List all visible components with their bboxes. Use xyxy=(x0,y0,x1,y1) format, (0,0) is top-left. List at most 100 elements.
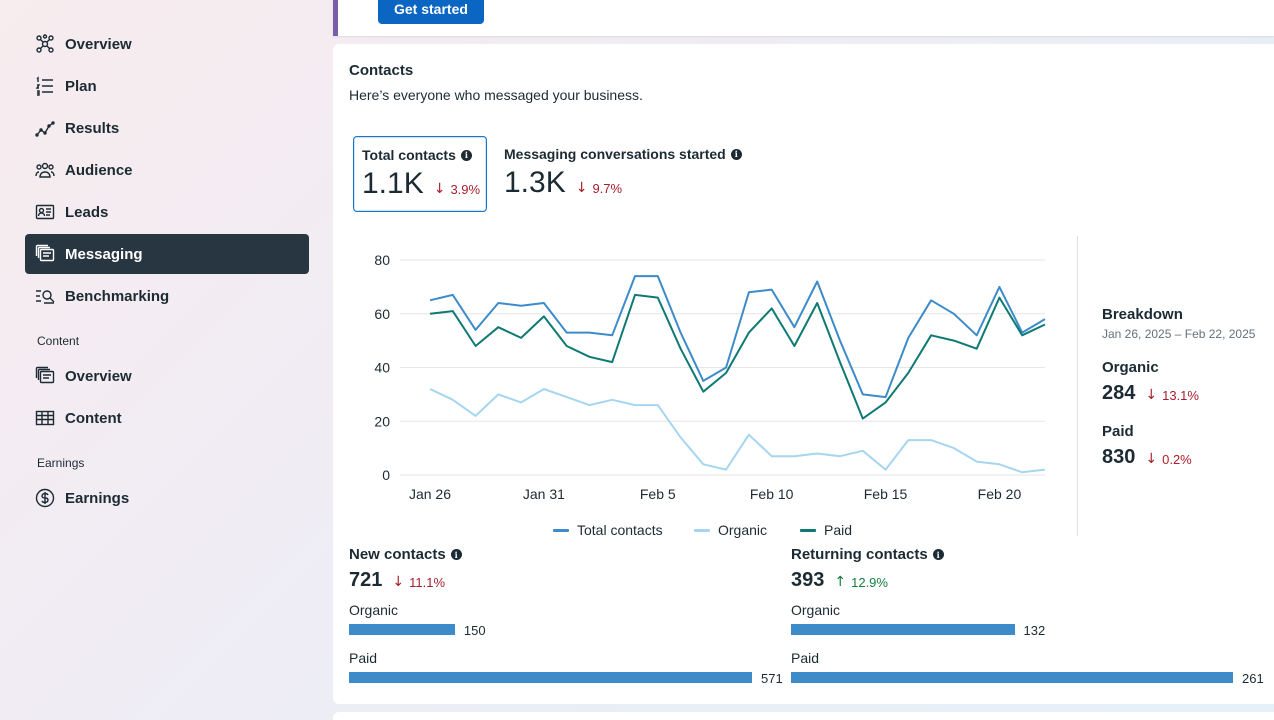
metric-row: 1.1K ↓ 3.9% xyxy=(362,167,480,201)
bar-value: 571 xyxy=(761,671,783,686)
metric-value: 1.3K xyxy=(504,166,566,199)
delta-value: 0.2% xyxy=(1162,451,1192,467)
sub-metric-row: 393 ↑ 12.9% xyxy=(791,569,944,592)
dollar-icon xyxy=(34,487,56,509)
sidebar: Overview Plan Results Audience Leads Mes… xyxy=(0,0,333,720)
bar-new-organic xyxy=(349,624,455,635)
line-chart: 0 20 40 60 80 Jan 26 Jan 31 Feb 5 Feb 10 Feb 15 Fe… xyxy=(374,252,1046,538)
stacked-cards-icon xyxy=(34,365,56,387)
delta-badge: ↓ 13.1% xyxy=(1145,387,1199,403)
returning-contacts: Returning contacts i 393 ↑ 12.9% xyxy=(791,546,944,592)
legend-label: Paid xyxy=(824,522,852,538)
arrow-down-icon: ↓ xyxy=(575,180,588,196)
sidebar-item-label: Messaging xyxy=(65,245,143,263)
section-label-earnings: Earnings xyxy=(37,456,85,470)
metric-conversations-started[interactable]: Messaging conversations started i 1.3K ↓… xyxy=(496,136,766,212)
arrow-down-icon: ↓ xyxy=(433,181,446,197)
y-tick-label: 20 xyxy=(374,413,390,429)
sub-metric-title: Returning contacts xyxy=(791,546,928,563)
people-icon xyxy=(34,159,56,181)
bar-value: 132 xyxy=(1023,623,1046,638)
y-tick-label: 40 xyxy=(374,360,390,376)
arrow-down-icon: ↓ xyxy=(392,574,405,590)
metric-label-wrap: Messaging conversations started i xyxy=(504,146,758,162)
y-tick-label: 60 xyxy=(374,306,390,322)
arrow-down-icon: ↓ xyxy=(1145,387,1158,403)
metric-label: Total contacts xyxy=(362,147,456,163)
network-icon xyxy=(34,33,56,55)
delta-badge: ↓ 9.7% xyxy=(576,180,622,196)
sidebar-item-label: Plan xyxy=(65,77,97,95)
get-started-button[interactable]: Get started xyxy=(378,0,484,24)
metric-row: 1.3K ↓ 9.7% xyxy=(504,166,758,200)
sidebar-item-label: Benchmarking xyxy=(65,287,170,305)
sidebar-item-messaging[interactable]: Messaging xyxy=(25,234,309,274)
delta-value: 9.7% xyxy=(592,180,623,196)
x-tick-label: Feb 15 xyxy=(864,486,908,502)
sidebar-item-label: Audience xyxy=(65,161,133,179)
breakdown-row: 284 ↓ 13.1% xyxy=(1102,382,1272,405)
info-icon[interactable]: i xyxy=(450,549,462,560)
card-title: Contacts xyxy=(349,62,414,79)
sidebar-item-label: Overview xyxy=(65,367,132,385)
legend-swatch xyxy=(553,529,569,532)
search-list-icon xyxy=(34,285,56,307)
sub-metric-value: 393 xyxy=(791,569,825,591)
sidebar-item-plan[interactable]: Plan xyxy=(25,66,309,106)
x-tick-label: Jan 31 xyxy=(523,486,565,502)
info-icon[interactable]: i xyxy=(730,148,742,160)
info-icon[interactable]: i xyxy=(460,149,472,161)
sidebar-item-content-overview[interactable]: Overview xyxy=(25,356,309,396)
bar-value: 261 xyxy=(1242,671,1264,686)
new-contacts: New contacts i 721 ↓ 11.1% xyxy=(349,546,462,592)
legend-label: Total contacts xyxy=(577,522,663,538)
legend-swatch xyxy=(694,529,710,532)
sidebar-item-label: Results xyxy=(65,119,120,137)
sidebar-item-label: Content xyxy=(65,409,122,427)
bar-returning-paid xyxy=(791,672,1233,683)
delta-badge: ↓ 11.1% xyxy=(392,574,445,590)
id-card-icon xyxy=(34,201,56,223)
sidebar-item-earnings[interactable]: Earnings xyxy=(25,478,309,518)
sidebar-item-leads[interactable]: Leads xyxy=(25,192,309,232)
bar-label-paid: Paid xyxy=(349,650,378,666)
metric-label-wrap: Total contacts i xyxy=(362,147,478,163)
breakdown-value: 284 xyxy=(1102,382,1136,404)
sub-metric-value: 721 xyxy=(349,569,383,591)
delta-value: 12.9% xyxy=(851,574,888,590)
delta-badge: ↓ 3.9% xyxy=(434,181,480,197)
metric-total-contacts[interactable]: Total contacts i 1.1K ↓ 3.9% xyxy=(353,136,487,212)
bar-label-paid: Paid xyxy=(791,650,820,666)
breakdown-title: Breakdown xyxy=(1102,306,1183,323)
legend-label: Organic xyxy=(718,522,767,538)
delta-value: 13.1% xyxy=(1162,387,1199,403)
sidebar-item-audience[interactable]: Audience xyxy=(25,150,309,190)
table-icon xyxy=(34,407,56,429)
breakdown-paid: Paid 830 ↓ 0.2% xyxy=(1102,423,1272,469)
trend-icon xyxy=(34,117,56,139)
bar-label-organic: Organic xyxy=(349,602,399,618)
sub-metric-row: 721 ↓ 11.1% xyxy=(349,569,462,592)
legend-swatch xyxy=(800,529,816,532)
series-line-paid xyxy=(429,293,1046,420)
sidebar-item-label: Earnings xyxy=(65,489,130,507)
sidebar-item-benchmarking[interactable]: Benchmarking xyxy=(25,276,309,316)
delta-badge: ↓ 0.2% xyxy=(1145,451,1191,467)
sidebar-item-content[interactable]: Content xyxy=(25,398,309,438)
x-tick-label: Jan 26 xyxy=(409,486,451,502)
sidebar-item-label: Overview xyxy=(65,35,132,53)
bar-new-paid xyxy=(349,672,752,683)
y-tick-label: 0 xyxy=(382,467,390,483)
arrow-down-icon: ↓ xyxy=(1145,451,1158,467)
series-line-organic xyxy=(429,388,1046,474)
sidebar-item-results[interactable]: Results xyxy=(25,108,309,148)
promo-card: Get started xyxy=(333,0,1274,36)
sub-metric-title: New contacts xyxy=(349,546,446,563)
sub-metric-title-wrap: New contacts i xyxy=(349,546,462,563)
x-tick-label: Feb 10 xyxy=(750,486,794,502)
breakdown-label: Paid xyxy=(1102,423,1134,440)
sidebar-item-overview[interactable]: Overview xyxy=(25,24,309,64)
info-icon[interactable]: i xyxy=(932,549,944,560)
metric-value: 1.1K xyxy=(362,167,424,200)
messages-icon xyxy=(34,243,56,265)
